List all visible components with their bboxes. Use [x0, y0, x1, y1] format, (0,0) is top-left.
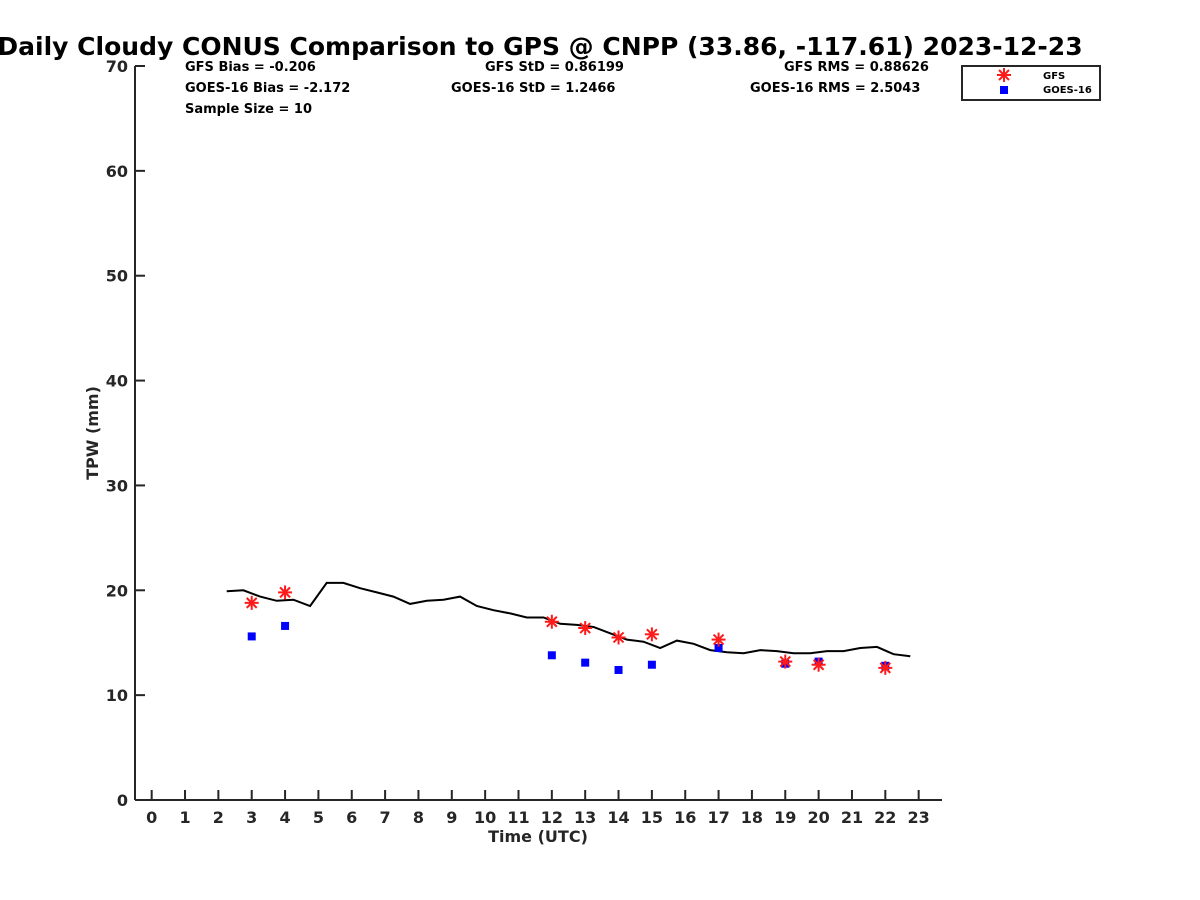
x-tick-label: 0 — [146, 808, 157, 827]
gps-line — [226, 581, 911, 658]
y-tick-label: 30 — [106, 476, 128, 495]
y-tick-label: 40 — [106, 372, 128, 391]
x-ticks: 0 1 2 3 4 5 6 7 8 9 10 11 12 13 14 15 16 17 18 19 20 21 22 23 — [146, 790, 930, 827]
x-tick-label: 23 — [908, 808, 930, 827]
x-tick-label: 21 — [841, 808, 863, 827]
goes-16-point — [714, 643, 723, 652]
gfs-point — [578, 621, 593, 636]
y-tick-label: 0 — [117, 791, 128, 810]
gfs-point — [878, 660, 893, 675]
x-tick-label: 5 — [313, 808, 324, 827]
x-tick-label: 8 — [413, 808, 424, 827]
x-tick-label: 9 — [446, 808, 457, 827]
x-tick-label: 18 — [741, 808, 763, 827]
x-tick-label: 6 — [346, 808, 357, 827]
x-tick-label: 12 — [541, 808, 563, 827]
y-tick-label: 60 — [106, 162, 128, 181]
gfs-point — [711, 632, 726, 647]
x-axis-label: Time (UTC) — [488, 827, 588, 846]
gfs-point — [811, 657, 826, 672]
chart-title: Daily Cloudy CONUS Comparison to GPS @ C… — [0, 32, 1083, 61]
y-axis-label: TPW (mm) — [83, 386, 102, 480]
goes-16-point — [581, 658, 590, 667]
x-tick-label: 1 — [179, 808, 190, 827]
goes-16-point — [647, 660, 656, 669]
x-tick-label: 16 — [674, 808, 696, 827]
goes-bias-stat: GOES-16 Bias = -2.172 — [185, 81, 350, 96]
x-tick-label: 14 — [607, 808, 629, 827]
gfs-point — [278, 585, 293, 600]
legend-box — [961, 65, 1101, 101]
x-tick-label: 19 — [774, 808, 796, 827]
plot-area — [226, 581, 911, 675]
x-tick-label: 3 — [246, 808, 257, 827]
x-tick-label: 17 — [707, 808, 729, 827]
legend-goes-marker — [1000, 86, 1008, 94]
stats-block: GFS Bias = -0.206 GFS StD = 0.86199 GFS … — [185, 60, 929, 117]
y-tick-label: 10 — [106, 686, 128, 705]
x-tick-label: 20 — [807, 808, 829, 827]
gfs-point — [544, 614, 559, 629]
gfs-std-stat: GFS StD = 0.86199 — [485, 60, 624, 75]
gfs-bias-stat: GFS Bias = -0.206 — [185, 60, 316, 75]
goes-std-stat: GOES-16 StD = 1.2466 — [451, 81, 615, 96]
x-tick-label: 10 — [474, 808, 496, 827]
goes-16-point — [247, 632, 256, 641]
goes-rms-stat: GOES-16 RMS = 2.5043 — [750, 81, 920, 96]
x-tick-label: 11 — [507, 808, 529, 827]
x-tick-label: 15 — [641, 808, 663, 827]
x-tick-label: 13 — [574, 808, 596, 827]
sample-size-stat: Sample Size = 10 — [185, 102, 312, 117]
y-tick-label: 70 — [106, 57, 128, 76]
gfs-point — [778, 654, 793, 669]
goes-16-point — [614, 665, 623, 674]
y-ticks: 0 10 20 30 40 50 60 70 — [106, 57, 145, 810]
x-tick-label: 22 — [874, 808, 896, 827]
gfs-point — [244, 595, 259, 610]
gfs-point — [611, 630, 626, 645]
x-tick-label: 4 — [279, 808, 290, 827]
y-tick-label: 20 — [106, 581, 128, 600]
x-tick-label: 7 — [380, 808, 391, 827]
goes-16-point — [281, 621, 290, 630]
gfs-point — [644, 627, 659, 642]
goes-16-point — [547, 651, 556, 660]
legend-gfs-label: GFS — [1043, 71, 1065, 82]
y-tick-label: 50 — [106, 267, 128, 286]
legend-gfs-marker — [997, 68, 1011, 82]
legend-goes-label: GOES-16 — [1043, 85, 1092, 96]
x-tick-label: 2 — [213, 808, 224, 827]
legend: GFS GOES-16 — [961, 65, 1101, 101]
gfs-rms-stat: GFS RMS = 0.88626 — [784, 60, 929, 75]
